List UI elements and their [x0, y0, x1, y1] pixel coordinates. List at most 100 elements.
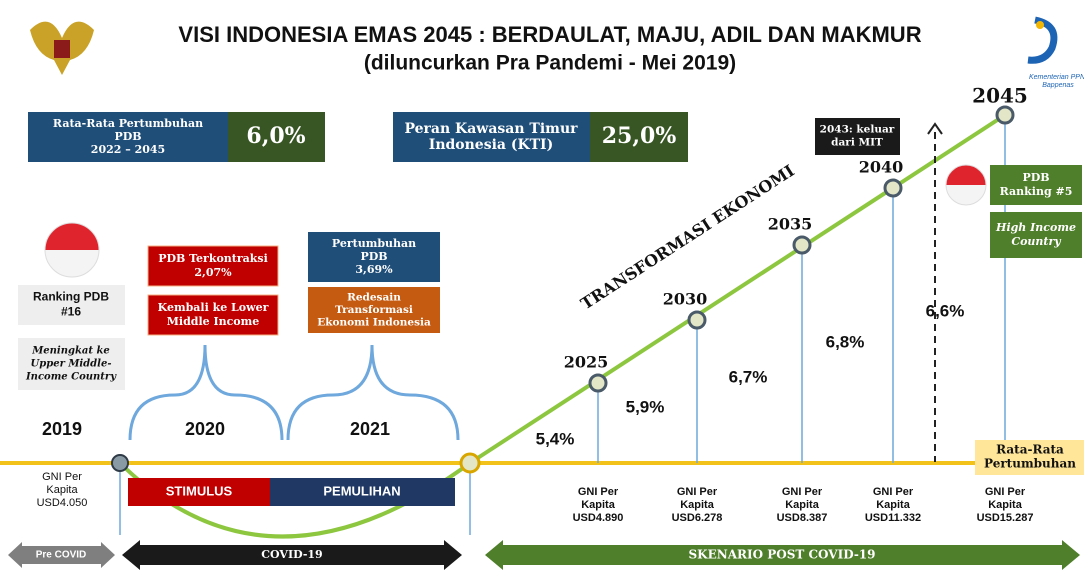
gni: GNI Per — [42, 471, 82, 483]
income: Country — [1011, 235, 1062, 248]
growth: PDB — [360, 250, 387, 263]
ranking: PDB — [1022, 171, 1049, 184]
gni: USD8.387 — [777, 512, 828, 524]
status: Income Country — [25, 372, 117, 383]
timeline-arrow — [122, 540, 462, 570]
milestone-dot — [459, 452, 481, 474]
ranking-box — [990, 165, 1082, 205]
milestone-year: 2045 — [972, 84, 1028, 108]
ranking-box — [18, 285, 125, 325]
gni: Kapita — [785, 499, 820, 511]
kpi-value: 25,0% — [602, 123, 677, 149]
timeline-label: COVID-19 — [261, 548, 322, 561]
milestone-dot — [588, 373, 608, 393]
milestone-growth: 6,6% — [926, 301, 965, 320]
avg-growth: Pertumbuhan — [984, 457, 1076, 471]
growth: 3,69% — [355, 263, 393, 276]
kpi-label-box — [393, 112, 590, 162]
gni: GNI Per — [985, 486, 1026, 498]
avg-growth-box — [975, 440, 1084, 475]
mit-exit: dari MIT — [831, 137, 883, 149]
redesign-box — [308, 287, 440, 333]
kpi-label: 2022 – 2045 — [91, 143, 165, 156]
timeline-label: SKENARIO POST COVID-19 — [688, 548, 875, 562]
gni: USD6.278 — [672, 512, 723, 524]
milestone-dot — [883, 178, 903, 198]
status-box — [18, 338, 125, 390]
gni: Kapita — [680, 499, 715, 511]
milestone-growth: 5,4% — [536, 429, 575, 448]
gni: USD15.287 — [977, 512, 1034, 524]
gni: GNI Per — [677, 486, 718, 498]
phase: STIMULUS — [166, 483, 233, 498]
ranking: Ranking #5 — [1000, 185, 1073, 198]
milestone-year: 2025 — [564, 353, 609, 372]
milestone-growth: 6,7% — [729, 367, 768, 386]
contraction: PDB Terkontraksi — [158, 252, 268, 265]
status: Kembali ke Lower — [158, 301, 269, 314]
gni: GNI Per — [782, 486, 823, 498]
milestone-dot — [995, 105, 1015, 125]
gni: Kapita — [988, 499, 1023, 511]
gni: Kapita — [876, 499, 911, 511]
kpi-label: Indonesia (KTI) — [429, 137, 553, 153]
logo-text: Bappenas — [1042, 82, 1074, 89]
kpi-label: Rata-Rata Pertumbuhan — [53, 117, 203, 130]
kpi-value: 6,0% — [246, 123, 305, 149]
milestone-year: 2040 — [859, 158, 904, 177]
status: Upper Middle- — [31, 359, 112, 370]
growth-line — [468, 113, 1007, 465]
year: 2020 — [185, 419, 225, 439]
milestone-dot — [792, 235, 812, 255]
gni: GNI Per — [578, 486, 619, 498]
income-box — [990, 212, 1082, 258]
growth-box — [308, 232, 440, 282]
status: Middle Income — [167, 315, 260, 328]
kpi-label: PDB — [114, 130, 141, 143]
timeline-arrow — [485, 540, 1080, 570]
flag — [945, 164, 987, 206]
redesign: Ekonomi Indonesia — [317, 317, 431, 329]
phase-bar — [128, 478, 270, 506]
emblem — [30, 21, 94, 75]
growth: Pertumbuhan — [332, 237, 416, 250]
brace — [286, 344, 460, 441]
year: 2019 — [42, 419, 82, 439]
gni: Kapita — [581, 499, 616, 511]
milestone-year: 2030 — [663, 290, 708, 309]
ranking: #16 — [61, 305, 81, 319]
kpi-value-box — [228, 112, 325, 162]
contraction-box — [147, 245, 279, 287]
mit-exit: 2043: keluar — [820, 124, 895, 136]
year: 2021 — [350, 419, 390, 439]
milestone-growth: 5,9% — [626, 397, 665, 416]
timeline-label: Pre COVID — [36, 550, 87, 561]
avg-growth: Rata-Rata — [996, 443, 1064, 457]
gni: USD4.890 — [573, 512, 624, 524]
gni: USD4.050 — [37, 497, 88, 509]
income: High Income — [995, 221, 1076, 234]
gni: GNI Per — [873, 486, 914, 498]
contraction: 2,07% — [194, 266, 232, 279]
milestone-growth: 6,8% — [826, 332, 865, 351]
kpi-value-box — [590, 112, 688, 162]
kpi-label: Peran Kawasan Timur — [404, 121, 578, 137]
title: VISI INDONESIA EMAS 2045 : BERDAULAT, MA… — [178, 22, 921, 47]
subtitle: (diluncurkan Pra Pandemi - Mei 2019) — [364, 52, 736, 75]
milestone-dot — [111, 454, 129, 472]
mit-box — [815, 118, 900, 155]
phase-bar — [270, 478, 455, 506]
redesign: Transformasi — [335, 304, 413, 316]
redesign: Redesain — [347, 292, 401, 304]
gni: Kapita — [46, 484, 78, 496]
milestone-year: 2035 — [768, 215, 813, 234]
milestone-dot — [687, 310, 707, 330]
phase: PEMULIHAN — [323, 483, 400, 498]
status-box — [147, 294, 279, 336]
status: Meningkat ke — [31, 346, 110, 357]
brace — [128, 344, 284, 441]
logo — [1027, 16, 1058, 64]
mit-arrow — [927, 122, 943, 135]
logo-text: Kementerian PPN/ — [1029, 74, 1084, 81]
